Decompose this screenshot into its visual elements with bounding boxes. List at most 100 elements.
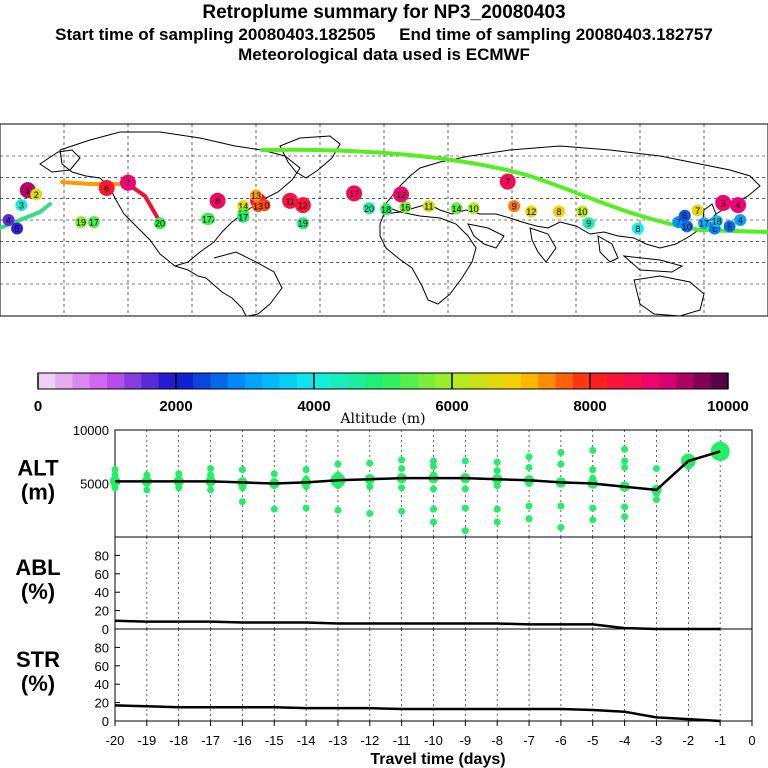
abl-line [114, 619, 721, 631]
x-tick-label: -14 [297, 733, 316, 748]
map-point-label: 4 [6, 216, 11, 226]
alt-spread-point [525, 453, 533, 461]
map-point: 2 [30, 188, 43, 201]
colorbar-cell [572, 373, 591, 389]
map-point-label: 19 [76, 218, 86, 228]
alt-spread-point [430, 457, 437, 465]
alt-spread-point [461, 485, 469, 493]
map-point-label: 3 [721, 198, 726, 208]
map-point-label: 7 [676, 218, 681, 228]
map-point: 17 [200, 212, 213, 225]
map-point-marker [508, 200, 521, 213]
map-point-label: 7 [125, 178, 130, 188]
colorbar-cell [124, 373, 142, 389]
alt-spread-point [621, 463, 629, 471]
panel-ylabel: (m) [21, 480, 55, 505]
alt-spread-point [111, 466, 119, 474]
alt-spread-point [525, 515, 533, 523]
alt-spread-point [270, 505, 278, 513]
track-green-north [260, 147, 768, 234]
alt-spread-point [430, 518, 437, 526]
map-point-label: 18 [381, 205, 391, 215]
colorbar-cell [348, 373, 367, 389]
alt-spread-point [589, 504, 597, 512]
alt-spread-point [270, 470, 278, 478]
map-point-marker [296, 217, 309, 230]
colorbar-cell [89, 373, 108, 389]
alt-spread-point [366, 483, 374, 491]
track-orange [60, 180, 132, 186]
map-point-marker [252, 200, 265, 213]
map-point: 6 [678, 209, 691, 222]
alt-spread-point [621, 513, 629, 521]
colorbar-cell [55, 373, 73, 389]
map-point: 16 [399, 201, 412, 214]
map-point-marker [380, 203, 393, 216]
alt-spread-point [589, 516, 597, 524]
map-point-marker [11, 222, 24, 235]
map-point-marker [698, 217, 710, 230]
y-tick-label: 60 [95, 567, 109, 582]
map-point-label: 13 [253, 202, 263, 212]
x-axis-label: Travel time (days) [370, 751, 505, 768]
y-tick-label: 60 [95, 659, 109, 674]
map-point-label: 8 [215, 196, 220, 206]
alt-spread-point [238, 498, 246, 506]
map-point-label: 10 [682, 222, 692, 232]
x-tick-label: -19 [137, 733, 156, 748]
colorbar-cell [296, 373, 315, 389]
alt-spread-point [493, 505, 501, 513]
x-tick-label: -6 [555, 733, 567, 748]
map-point: 12 [393, 186, 410, 203]
map-point-label: 8 [635, 224, 640, 234]
panel-abl: 0 20 40 60 80 ABL(%) [15, 536, 753, 637]
map-point: 19 [75, 216, 88, 229]
map-point-marker [710, 215, 723, 228]
colorbar-cell [193, 373, 211, 389]
alt-spread-point [652, 496, 660, 504]
colorbar-tick-label: 8000 [573, 398, 606, 415]
map-point-marker [450, 202, 463, 215]
colorbar-cell [314, 373, 332, 389]
time-series-panels: 500010000ALT(m)020406080ABL(%)020406080S… [15, 423, 755, 768]
alt-spread-point [302, 504, 310, 512]
colorbar-tick-label: 0 [34, 398, 42, 415]
map-point-marker [730, 197, 747, 214]
map-point: 10 [576, 205, 589, 218]
colorbar-tick-label: 2000 [159, 398, 192, 415]
map-point-label: 4 [736, 201, 741, 211]
map-plume-points: 1234567891011121314151617171719201920181… [2, 173, 747, 235]
map-point-label: 12 [298, 201, 308, 211]
map-point: 4 [734, 214, 747, 226]
x-tick-label: -7 [523, 733, 535, 748]
x-axis: -20 -19 -18 -17 -16 -15 -14 -13 -12 -11 -10 -9 -8 -7-… [106, 721, 756, 768]
map-point-label: 3 [19, 201, 24, 211]
map-point-marker [30, 188, 43, 201]
map-point-marker [399, 201, 412, 214]
alt-spread-point [398, 507, 406, 515]
map-graticule [0, 124, 768, 316]
map-point-marker [422, 200, 435, 213]
colorbar-cell [452, 373, 470, 389]
y-tick-label: 0 [102, 714, 109, 729]
x-tick-label: -8 [491, 733, 503, 748]
map-point: 12 [294, 197, 311, 214]
colorbar-cell [176, 373, 194, 389]
map-point: 13 [250, 189, 262, 202]
y-tick-label: 20 [95, 604, 109, 619]
alt-spread-point [461, 457, 469, 465]
map-point: 5 [11, 222, 24, 235]
map-point: 5 [723, 220, 736, 233]
colorbar-cell [158, 373, 177, 389]
y-tick-label: 80 [95, 548, 109, 563]
map-point-label: 7 [695, 206, 700, 216]
x-tick-label: -5 [587, 733, 599, 748]
map-point-label: 19 [298, 219, 308, 229]
map-point: 18 [710, 215, 723, 228]
colorbar-cell [227, 373, 246, 389]
map-point-marker [209, 192, 226, 209]
alt-spread-point [525, 463, 533, 471]
map-point-label: 17 [202, 214, 212, 224]
colorbar-cell [383, 373, 401, 389]
